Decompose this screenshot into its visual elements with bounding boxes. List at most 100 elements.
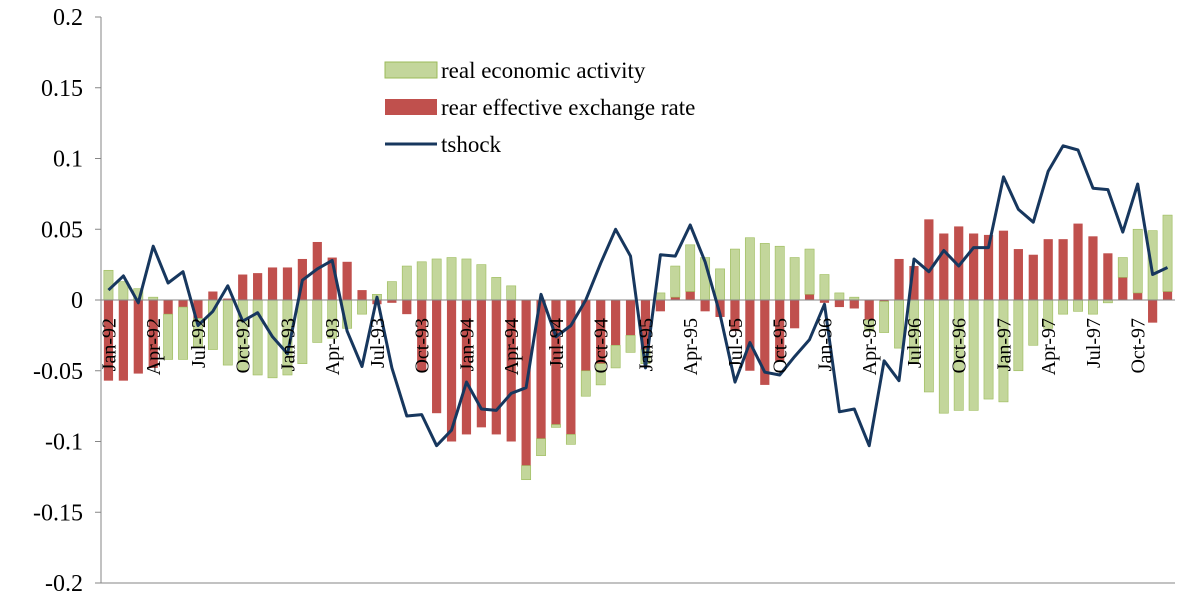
bar [357, 299, 367, 315]
bar [774, 245, 785, 301]
bar [730, 248, 740, 301]
bar [894, 258, 904, 300]
y-tick-label: -0.15 [33, 500, 83, 526]
y-tick-label: 0.1 [53, 147, 83, 173]
legend-swatch [385, 99, 437, 115]
bar [864, 319, 875, 332]
bar [431, 258, 442, 301]
bar [864, 300, 874, 320]
bar [969, 233, 979, 300]
bar [1162, 291, 1173, 300]
x-tick-label: Apr-93 [322, 318, 344, 375]
x-tick-label: Jul-94 [546, 318, 568, 368]
x-tick-label: Oct-96 [949, 318, 971, 374]
bar [327, 257, 337, 300]
line [107, 144, 1169, 448]
bar [715, 300, 725, 317]
bar [804, 248, 815, 295]
bar [580, 370, 591, 397]
bar [745, 300, 755, 371]
bar [446, 300, 457, 442]
x-tick-label: Apr-97 [1038, 318, 1060, 375]
bar [103, 300, 114, 381]
bar [1013, 249, 1023, 300]
bar [715, 268, 725, 301]
bar [1028, 254, 1038, 300]
bar [1148, 300, 1158, 323]
bar [118, 300, 128, 381]
bar [1088, 299, 1098, 315]
x-tick-label: Oct-93 [412, 318, 434, 374]
bar [909, 266, 919, 300]
bar [819, 300, 830, 303]
bar [1073, 223, 1083, 300]
bar [148, 300, 158, 368]
bar [640, 300, 651, 350]
x-tick-label: Apr-96 [859, 318, 881, 375]
bar [685, 291, 695, 300]
bar [834, 300, 844, 308]
bar [670, 265, 681, 298]
x-tick-label: Jan-95 [635, 318, 657, 371]
x-tick-label: Oct-92 [233, 318, 255, 374]
x-tick-label: Jan-97 [993, 318, 1015, 371]
bar [432, 300, 442, 414]
x-tick-label: Jul-93 [367, 318, 389, 368]
bar [402, 300, 412, 315]
bar [1103, 253, 1113, 300]
bar [222, 299, 233, 366]
bar [491, 277, 502, 301]
bar [133, 300, 143, 374]
x-tick-label: Apr-94 [501, 318, 523, 375]
bar [312, 299, 323, 343]
bar [417, 300, 427, 371]
bar [1132, 228, 1143, 294]
x-tick-label: Oct-94 [591, 318, 613, 374]
bar [551, 424, 561, 428]
bar [849, 300, 859, 309]
bar [1162, 214, 1173, 292]
y-tick-label: -0.1 [45, 430, 83, 456]
bar [983, 234, 994, 300]
bar [1147, 230, 1158, 301]
bar [1073, 299, 1083, 312]
bar [1117, 257, 1128, 278]
bar [521, 465, 532, 481]
legend-label: tshock [441, 132, 502, 157]
x-tick-label: Jul-96 [904, 318, 926, 368]
bar [461, 258, 472, 301]
bar [894, 299, 904, 349]
bar [700, 300, 710, 312]
bar [312, 241, 322, 300]
bar [163, 300, 173, 315]
bar [775, 300, 785, 361]
bar [938, 299, 949, 414]
x-tick-label: Jul-92 [188, 318, 210, 368]
bar [193, 300, 203, 319]
bar [804, 294, 815, 300]
bar [744, 237, 755, 301]
bar [253, 273, 263, 300]
bar [193, 318, 203, 347]
bar [790, 300, 800, 329]
bar [208, 291, 218, 300]
x-tick-label: Apr-92 [143, 318, 165, 375]
bar [983, 299, 994, 400]
bar [565, 434, 576, 445]
bar [879, 300, 889, 302]
bar [595, 363, 606, 386]
bar [685, 244, 696, 292]
bar [163, 313, 174, 360]
bar [476, 264, 487, 301]
bar [1058, 299, 1069, 315]
bar [939, 233, 949, 300]
bar [476, 300, 486, 428]
bar [1058, 239, 1068, 300]
x-tick-label: Jan-93 [277, 318, 299, 371]
x-tick-label: Jan-92 [98, 318, 120, 371]
y-tick-label: 0.2 [53, 5, 83, 31]
bar [879, 301, 890, 333]
bar [759, 243, 770, 301]
bar [238, 274, 248, 300]
bar [551, 300, 561, 425]
